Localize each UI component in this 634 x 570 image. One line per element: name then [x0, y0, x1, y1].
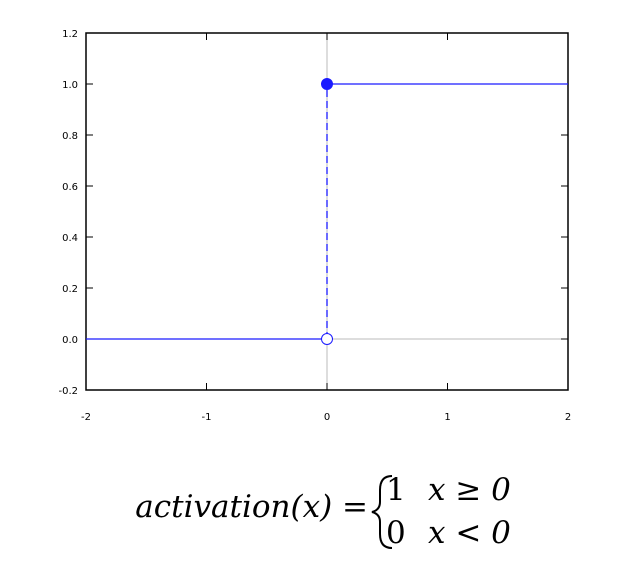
x-tick-label: -2: [81, 412, 91, 423]
x-tick-label: 1: [444, 412, 450, 423]
y-tick-label: 0.8: [62, 131, 78, 142]
point: [321, 333, 333, 345]
case-value: 1: [386, 472, 406, 508]
formula-lhs: activation(x) =: [135, 489, 368, 525]
y-tick-label: 0.6: [62, 182, 78, 193]
y-tick-label: 1.0: [62, 80, 78, 91]
plot-frame: [85, 32, 569, 391]
case-condition: x ≥ 0: [428, 472, 511, 508]
x-tick-label: -1: [202, 412, 212, 423]
x-tick-label: 0: [324, 412, 330, 423]
y-tick-label: 0.0: [62, 335, 78, 346]
case-value: 0: [386, 515, 406, 551]
y-tick-label: 0.4: [62, 233, 78, 244]
y-tick-label: 0.2: [62, 284, 78, 295]
x-tick-label: 2: [565, 412, 571, 423]
y-tick-label: -0.2: [58, 386, 78, 397]
point: [321, 78, 333, 90]
brace: [371, 475, 393, 549]
case-condition: x < 0: [428, 515, 511, 551]
y-tick-label: 1.2: [62, 29, 78, 40]
